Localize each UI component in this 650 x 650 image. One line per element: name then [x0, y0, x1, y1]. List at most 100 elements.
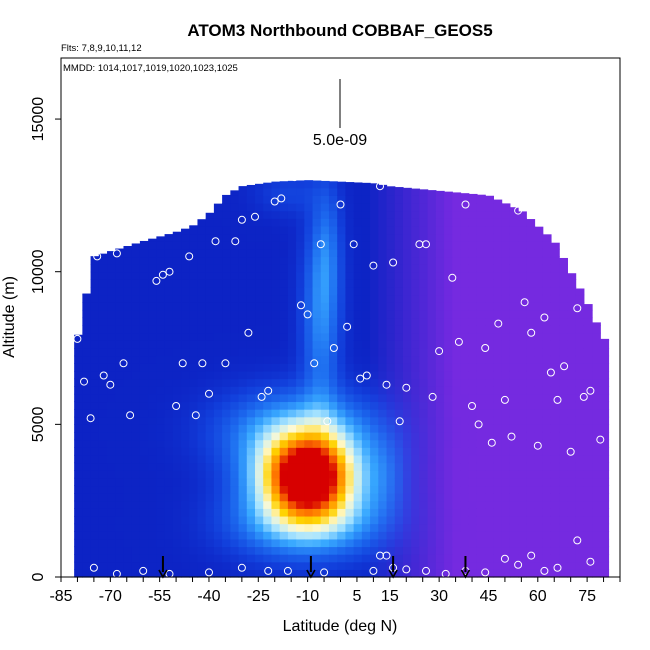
heatmap-cell	[353, 477, 363, 487]
heatmap-cell	[550, 477, 560, 487]
heatmap-cell	[98, 554, 108, 563]
heatmap-cell	[394, 515, 404, 525]
heatmap-cell	[115, 439, 125, 448]
heatmap-cell	[567, 348, 577, 357]
heatmap-cell	[460, 203, 470, 212]
heatmap-cell	[402, 218, 412, 227]
heatmap-cell	[312, 424, 322, 433]
heatmap-cell	[452, 286, 462, 296]
heatmap-cell	[255, 561, 264, 570]
heatmap-cell	[197, 302, 207, 311]
heatmap-cell	[427, 561, 437, 570]
data-point	[389, 258, 398, 267]
heatmap-cell	[378, 477, 388, 487]
heatmap-cell	[402, 286, 412, 296]
heatmap-cell	[189, 317, 199, 326]
heatmap-cell	[172, 447, 182, 456]
heatmap-cell	[255, 348, 264, 357]
heatmap-cell	[139, 561, 149, 570]
heatmap-cell	[476, 279, 486, 288]
heatmap-cell	[271, 248, 281, 258]
heatmap-cell	[518, 538, 527, 548]
heatmap-cell	[172, 561, 182, 570]
heatmap-cell	[148, 238, 157, 242]
heatmap-cell	[181, 493, 190, 502]
heatmap-cell	[213, 378, 223, 387]
heatmap-cell	[296, 531, 305, 540]
heatmap-cell	[320, 477, 330, 487]
heatmap-cell	[164, 340, 174, 349]
heatmap-cell	[230, 340, 240, 349]
heatmap-cell	[98, 500, 108, 509]
heatmap-cell	[444, 409, 453, 418]
heatmap-cell	[139, 424, 149, 433]
heatmap-cell	[378, 210, 388, 219]
heatmap-cell	[115, 431, 125, 441]
heatmap-cell	[386, 187, 396, 196]
heatmap-cell	[518, 470, 527, 479]
heatmap-cell	[460, 569, 470, 578]
heatmap-cell	[402, 294, 412, 303]
heatmap-cell	[131, 248, 141, 258]
heatmap-cell	[263, 309, 273, 319]
heatmap-cell	[164, 416, 174, 425]
heatmap-cell	[74, 370, 83, 380]
heatmap-cell	[526, 248, 536, 258]
heatmap-cell	[485, 439, 494, 448]
heatmap-cell	[287, 348, 297, 357]
heatmap-cell	[287, 447, 297, 456]
heatmap-cell	[468, 538, 478, 548]
heatmap-cell	[246, 409, 256, 418]
heatmap-cell	[509, 207, 519, 212]
heatmap-cell	[402, 256, 412, 265]
heatmap-cell	[296, 569, 305, 578]
heatmap-cell	[172, 279, 182, 288]
heatmap-cell	[172, 355, 182, 364]
heatmap-cell	[189, 241, 199, 250]
heatmap-cell	[148, 355, 157, 364]
heatmap-cell	[460, 447, 470, 456]
heatmap-cell	[501, 218, 511, 227]
heatmap-cell	[386, 447, 396, 456]
heatmap-cell	[131, 447, 141, 456]
heatmap-cell	[287, 424, 297, 433]
heatmap-cell	[345, 233, 355, 242]
heatmap-cell	[222, 340, 231, 349]
heatmap-cell	[107, 470, 116, 479]
heatmap-cell	[255, 309, 264, 319]
heatmap-cell	[164, 279, 174, 288]
heatmap-cell	[213, 294, 223, 303]
heatmap-cell	[509, 477, 519, 487]
heatmap-cell	[370, 409, 379, 418]
heatmap-cell	[402, 409, 412, 418]
heatmap-cell	[370, 515, 379, 525]
heatmap-cell	[181, 309, 190, 319]
heatmap-cell	[115, 355, 125, 364]
heatmap-cell	[353, 546, 363, 555]
heatmap-cell	[189, 294, 199, 303]
heatmap-cell	[550, 248, 560, 258]
heatmap-cell	[156, 470, 166, 479]
heatmap-cell	[353, 294, 363, 303]
heatmap-cell	[493, 370, 503, 380]
heatmap-cell	[435, 332, 445, 341]
heatmap-cell	[181, 515, 190, 525]
heatmap-cell	[468, 439, 478, 448]
heatmap-cell	[263, 370, 273, 380]
heatmap-cell	[370, 401, 379, 410]
heatmap-cell	[222, 439, 231, 448]
heatmap-cell	[485, 256, 494, 265]
heatmap-cell	[567, 393, 577, 403]
heatmap-cell	[337, 203, 347, 212]
heatmap-cell	[197, 538, 207, 548]
heatmap-cell	[255, 225, 264, 235]
data-point	[382, 551, 391, 560]
heatmap-cell	[361, 439, 371, 448]
heatmap-cell	[509, 218, 519, 227]
heatmap-cell	[337, 439, 347, 448]
heatmap-cell	[542, 538, 552, 548]
heatmap-cell	[452, 554, 462, 563]
heatmap-cell	[378, 431, 388, 441]
heatmap-cell	[156, 439, 166, 448]
heatmap-cell	[444, 203, 453, 212]
